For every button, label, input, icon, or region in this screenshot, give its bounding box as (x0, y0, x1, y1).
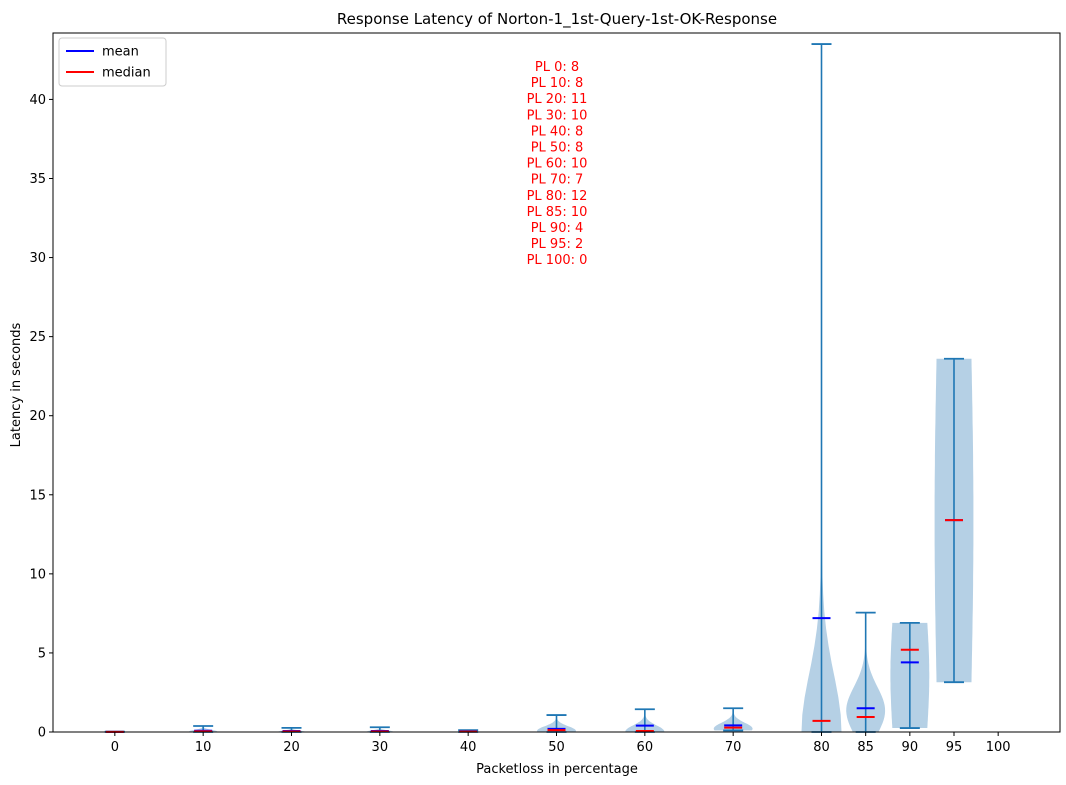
sample-count-label: PL 90: 4 (531, 221, 584, 236)
sample-count-label: PL 30: 10 (527, 108, 588, 123)
legend: mean median (58, 37, 167, 87)
sample-count-label: PL 100: 0 (527, 253, 588, 268)
sample-count-label: PL 10: 8 (531, 76, 584, 91)
sample-count-label: PL 70: 7 (531, 173, 584, 188)
violin-80 (801, 43, 842, 733)
sample-count-label: PL 95: 2 (531, 237, 584, 252)
sample-count-label: PL 20: 11 (527, 92, 588, 107)
y-tick-label: 5 (38, 646, 46, 661)
violin-10 (189, 725, 218, 733)
chart-title: Response Latency of Norton-1_1st-Query-1… (337, 10, 777, 29)
violin-30 (366, 726, 394, 733)
violin-95 (934, 357, 974, 684)
y-tick-label: 10 (29, 567, 46, 582)
x-tick-label: 30 (372, 740, 389, 755)
x-tick-label: 0 (111, 740, 119, 755)
sample-count-label: PL 50: 8 (531, 141, 584, 156)
y-tick-label: 35 (29, 172, 46, 187)
x-tick-label: 40 (460, 740, 477, 755)
x-tick-label: 60 (637, 740, 654, 755)
legend-label-median: median (102, 66, 151, 81)
x-tick-label: 85 (857, 740, 874, 755)
violin-20 (278, 726, 305, 733)
x-tick-label: 70 (725, 740, 742, 755)
legend-label-mean: mean (102, 45, 139, 60)
sample-count-label: PL 60: 10 (527, 157, 588, 172)
x-tick-label: 90 (902, 740, 919, 755)
violin-90 (890, 621, 930, 729)
x-tick-label: 100 (986, 740, 1011, 755)
y-axis-label: Latency in seconds (9, 322, 24, 447)
x-axis-label: Packetloss in percentage (476, 762, 638, 777)
sample-count-label: PL 40: 8 (531, 124, 584, 139)
sample-count-label: PL 80: 12 (527, 189, 588, 204)
sample-count-label: PL 0: 8 (535, 60, 579, 75)
violin-70 (713, 707, 753, 732)
y-tick-label: 30 (29, 251, 46, 266)
violin-85 (846, 611, 886, 733)
violin-50 (537, 714, 576, 733)
axes: 0 5 10 15 20 25 30 35 40 0 10 20 30 40 50 60 70 80 85 90 95 1… (29, 32, 1061, 755)
y-tick-label: 40 (29, 93, 46, 108)
violin-60 (625, 708, 665, 733)
x-tick-label: 10 (195, 740, 212, 755)
y-tick-label: 25 (29, 330, 46, 345)
x-tick-label: 80 (813, 740, 830, 755)
y-tick-label: 0 (38, 726, 46, 741)
x-tick-label: 95 (946, 740, 963, 755)
sample-count-label: PL 85: 10 (527, 205, 588, 220)
y-tick-label: 15 (29, 488, 46, 503)
y-tick-label: 20 (29, 409, 46, 424)
x-tick-label: 50 (548, 740, 565, 755)
x-tick-label: 20 (283, 740, 300, 755)
